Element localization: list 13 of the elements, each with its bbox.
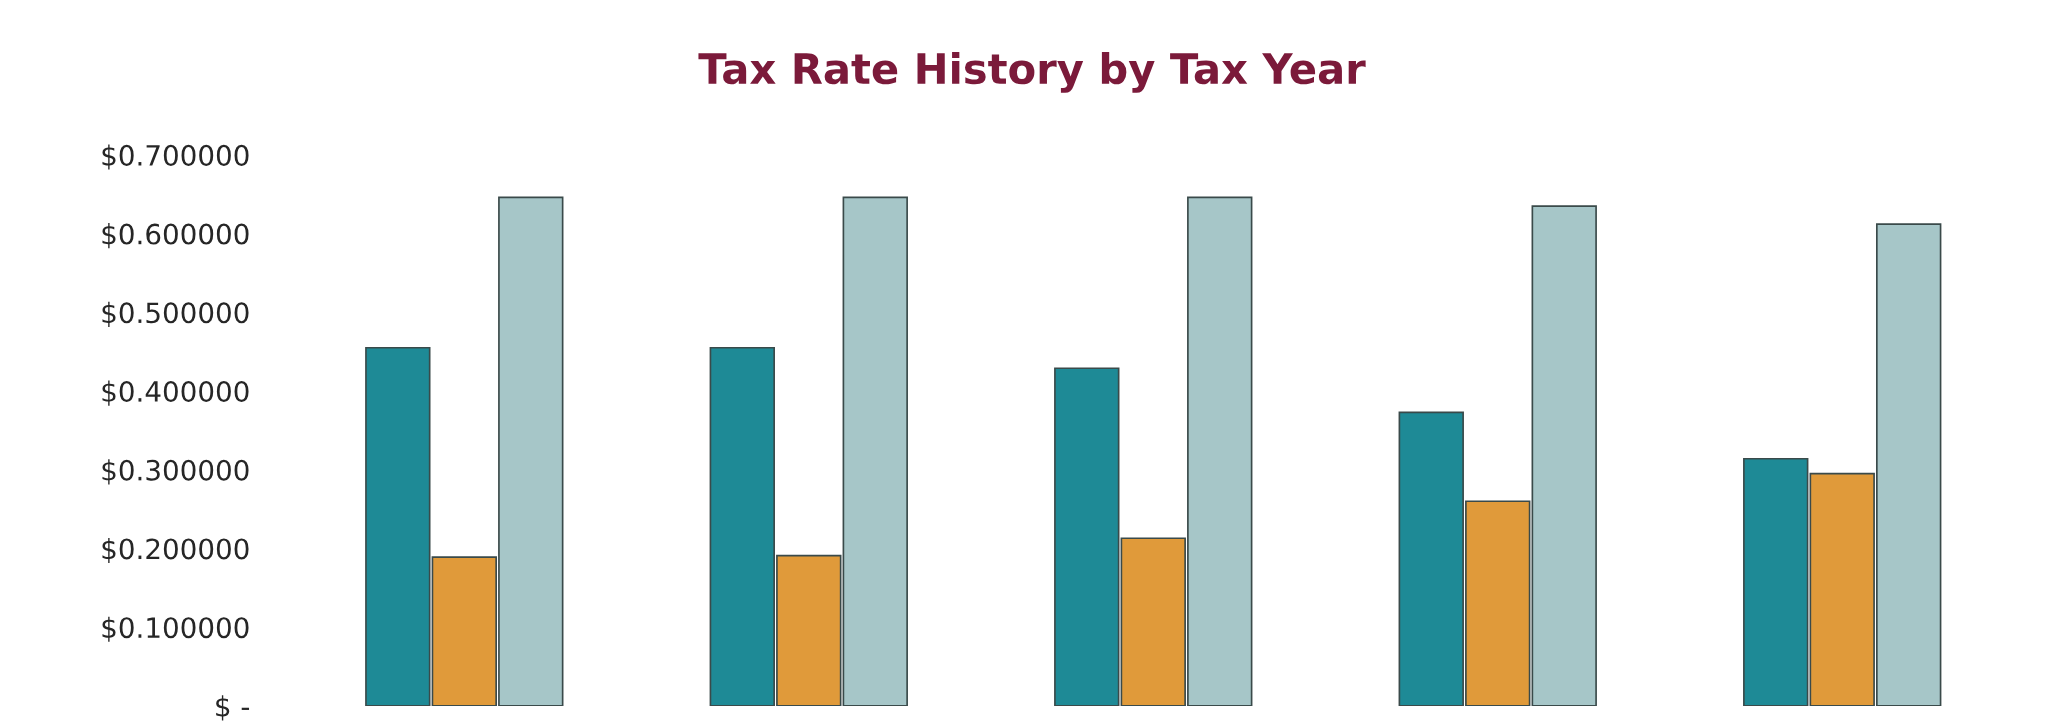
bar <box>842 196 908 706</box>
chart-title: Tax Rate History by Tax Year <box>698 52 1366 93</box>
y-tick-label: $0.400000 <box>102 380 249 406</box>
y-tick-label: $0.100000 <box>102 616 249 642</box>
y-tick-label: $0.500000 <box>102 301 249 327</box>
y-tick-label: $ - <box>216 695 250 721</box>
bar <box>1743 457 1809 706</box>
y-tick-label: $0.700000 <box>102 144 249 170</box>
y-tick-label: $0.300000 <box>102 459 249 485</box>
y-tick-label: $0.600000 <box>102 223 249 249</box>
bar <box>1054 367 1120 706</box>
y-tick-label: $0.200000 <box>102 537 249 564</box>
bar <box>1531 205 1597 706</box>
